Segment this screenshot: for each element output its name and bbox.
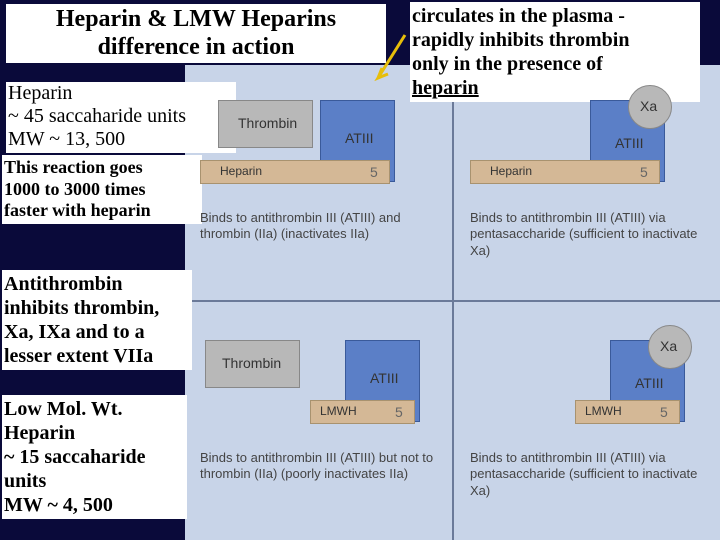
heparin-block: Heparin ~ 45 saccaharide units MW ~ 13, … — [6, 82, 236, 153]
lmwh-l2: Heparin — [4, 421, 185, 445]
lmwh-label-q3: LMWH — [320, 404, 357, 418]
heparin-label-q1: Heparin — [220, 164, 262, 178]
atiii-label-q2: ATIII — [615, 135, 644, 151]
lmwh-l3: ~ 15 saccaharide — [4, 445, 185, 469]
xa-label-q4: Xa — [660, 338, 677, 354]
lmwh-label-q4: LMWH — [585, 404, 622, 418]
reaction-block: This reaction goes 1000 to 3000 times fa… — [2, 155, 202, 224]
circ-l3: only in the presence of — [412, 52, 698, 76]
lmwh-l1: Low Mol. Wt. — [4, 397, 185, 421]
heparin-units: ~ 45 saccaharide units — [8, 105, 234, 128]
five-q1: 5 — [370, 164, 378, 180]
antithrombin-block: Antithrombin inhibits thrombin, Xa, IXa … — [2, 270, 192, 370]
thrombin-label-q1: Thrombin — [238, 115, 297, 131]
atiii-label-q3: ATIII — [370, 370, 399, 386]
lmwh-l5: MW ~ 4, 500 — [4, 493, 185, 517]
xa-label-q2: Xa — [640, 98, 657, 114]
heparin-label-q2: Heparin — [490, 164, 532, 178]
circ-l2: rapidly inhibits thrombin — [412, 28, 698, 52]
caption-q4: Binds to antithrombin III (ATIII) via pe… — [470, 450, 710, 499]
thrombin-label-q3: Thrombin — [222, 355, 281, 371]
at-l4: lesser extent VIIa — [4, 344, 190, 368]
five-q4: 5 — [660, 404, 668, 420]
circ-l1: circulates in the plasma - — [412, 4, 698, 28]
atiii-label-q1: ATIII — [345, 130, 374, 146]
page-title: Heparin & LMW Heparins difference in act… — [6, 4, 386, 63]
five-q2: 5 — [640, 164, 648, 180]
heparin-mw: MW ~ 13, 500 — [8, 128, 234, 151]
reaction-l3: faster with heparin — [4, 200, 200, 222]
caption-q1: Binds to antithrombin III (ATIII) and th… — [200, 210, 440, 243]
at-l3: Xa, IXa and to a — [4, 320, 190, 344]
grid-vertical — [452, 65, 454, 540]
grid-horizontal — [185, 300, 720, 302]
lmwh-block: Low Mol. Wt. Heparin ~ 15 saccaharide un… — [2, 395, 187, 519]
reaction-l1: This reaction goes — [4, 157, 200, 179]
at-l1: Antithrombin — [4, 272, 190, 296]
lmwh-l4: units — [4, 469, 185, 493]
five-q3: 5 — [395, 404, 403, 420]
heparin-name: Heparin — [8, 82, 234, 105]
reaction-l2: 1000 to 3000 times — [4, 179, 200, 201]
caption-q3: Binds to antithrombin III (ATIII) but no… — [200, 450, 440, 483]
caption-q2: Binds to antithrombin III (ATIII) via pe… — [470, 210, 710, 259]
at-l2: inhibits thrombin, — [4, 296, 190, 320]
atiii-label-q4: ATIII — [635, 375, 664, 391]
